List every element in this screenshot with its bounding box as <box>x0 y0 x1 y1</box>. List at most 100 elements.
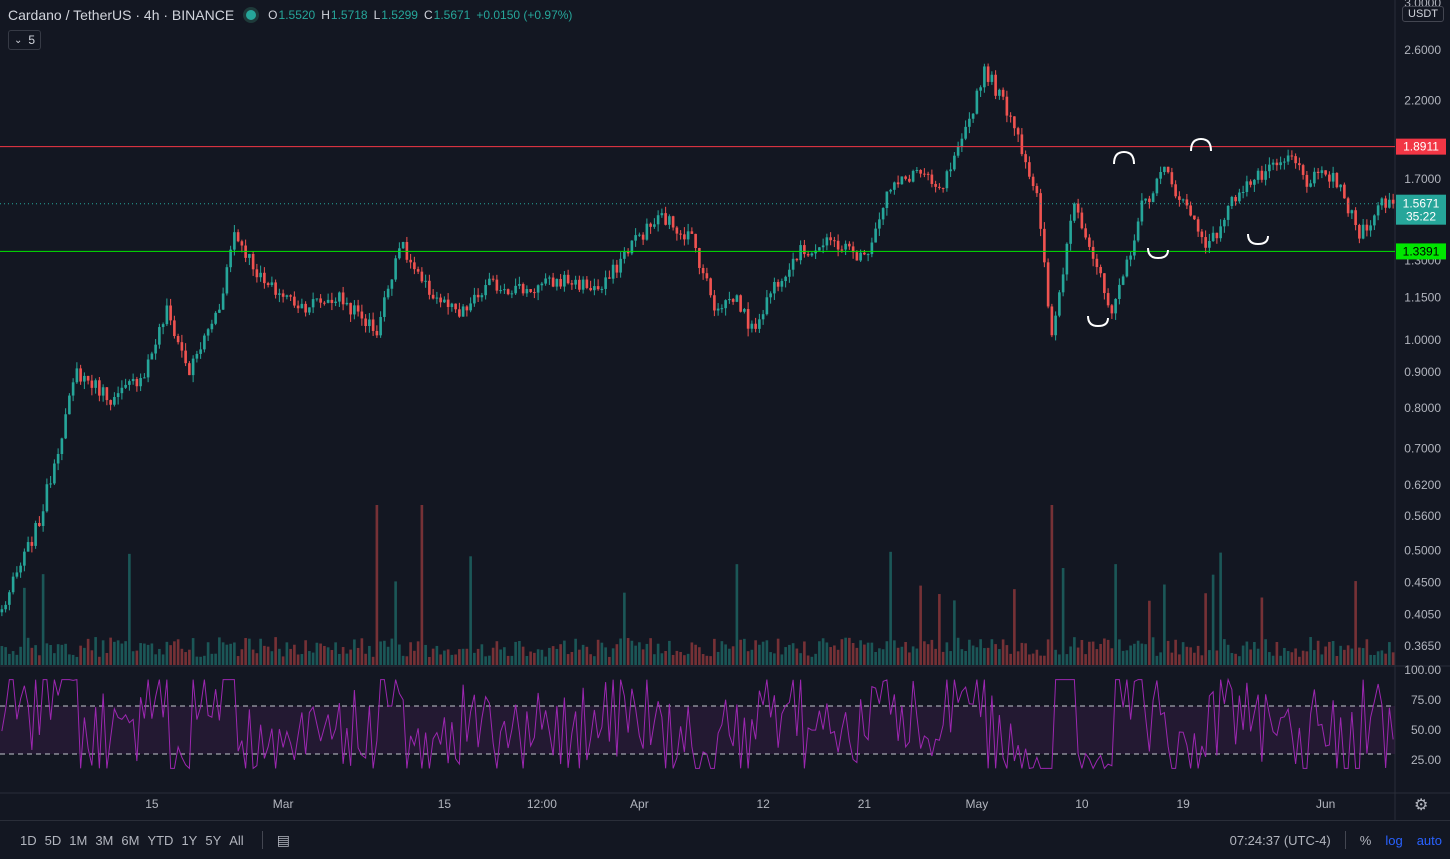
market-status-icon[interactable] <box>246 10 257 20</box>
symbol-title[interactable]: Cardano / TetherUS · 4h · BINANCE <box>8 7 235 23</box>
candle <box>113 392 116 407</box>
candle <box>1208 233 1211 254</box>
volume-bar <box>758 644 761 665</box>
percent-toggle[interactable]: % <box>1359 832 1372 848</box>
volume-bar <box>578 649 581 665</box>
candle <box>525 285 529 297</box>
candle <box>210 319 214 333</box>
price-tick-label: 2.2000 <box>1404 94 1441 108</box>
volume-bar <box>1016 651 1020 665</box>
volume-bar <box>446 649 450 665</box>
candle <box>1286 149 1290 165</box>
time-tick-label: 15 <box>145 797 159 811</box>
volume-bar <box>1249 649 1252 665</box>
auto-toggle[interactable]: auto <box>1416 832 1442 848</box>
volume-bar <box>821 638 825 665</box>
gear-icon[interactable]: ⚙ <box>1414 797 1429 814</box>
volume-bar <box>589 654 592 665</box>
volume-bar <box>49 644 52 665</box>
currency-badge[interactable]: USDT <box>1402 6 1444 22</box>
clock[interactable]: 07:24:37 (UTC-4) <box>1229 832 1331 848</box>
candle <box>150 351 154 360</box>
candle <box>86 375 90 385</box>
candle <box>956 141 960 158</box>
calendar-icon[interactable]: ▤ <box>276 831 290 848</box>
volume-bar <box>458 649 461 665</box>
candle <box>855 250 859 261</box>
price-axis: 2.60002.20001.70001.30001.15001.00000.90… <box>1404 0 1441 653</box>
candle <box>308 307 311 316</box>
time-tick-label: Mar <box>273 797 294 811</box>
volume-bar <box>656 643 660 665</box>
candle <box>874 222 877 243</box>
candle <box>784 275 787 288</box>
candle <box>986 63 990 86</box>
candle <box>383 291 386 322</box>
volume-bar <box>1226 644 1230 665</box>
range-5d[interactable]: 5D <box>44 832 62 848</box>
range-1y[interactable]: 1Y <box>181 832 198 848</box>
candle <box>533 288 536 299</box>
range-5y[interactable]: 5Y <box>205 832 222 848</box>
candle <box>98 376 101 402</box>
volume-bar <box>1268 652 1271 665</box>
volume-bar <box>1328 641 1331 665</box>
volume-bar <box>251 649 255 665</box>
candle <box>926 171 930 181</box>
candle <box>180 334 184 358</box>
range-6m[interactable]: 6M <box>121 832 140 848</box>
volume-bar <box>1155 655 1159 665</box>
volume-bar <box>1028 654 1031 665</box>
candle <box>949 162 952 177</box>
volume-bar <box>266 646 270 665</box>
range-1m[interactable]: 1M <box>69 832 88 848</box>
range-1d[interactable]: 1D <box>20 832 37 848</box>
candle <box>844 240 847 256</box>
volume-bar <box>428 656 431 665</box>
volume-bar <box>221 642 225 665</box>
support-price-tag <box>1396 243 1446 260</box>
volume-bar <box>1264 639 1267 665</box>
candle <box>866 253 870 262</box>
candle <box>765 289 769 316</box>
range-all[interactable]: All <box>229 832 244 848</box>
candle <box>188 361 191 376</box>
volume-bar <box>98 656 101 665</box>
volume-bar <box>619 638 622 665</box>
volume-bar <box>596 639 600 665</box>
candle <box>1350 209 1354 220</box>
candle <box>345 297 349 306</box>
candle <box>1174 180 1177 199</box>
volume-bar <box>574 638 577 665</box>
time-tick-label: 19 <box>1176 797 1190 811</box>
volume-bar <box>236 656 240 665</box>
log-toggle[interactable]: log <box>1385 832 1403 848</box>
volume-bar <box>405 656 409 665</box>
indicators-toggle[interactable]: ⌄ 5 <box>8 30 42 50</box>
volume-bar <box>26 637 30 665</box>
volume-bar <box>570 652 574 665</box>
volume-bar <box>566 654 570 665</box>
candle <box>338 291 341 307</box>
candle <box>1065 242 1069 281</box>
price-tick-label: 0.4500 <box>1404 575 1441 589</box>
candle <box>941 187 945 193</box>
candle <box>19 562 22 578</box>
candle <box>1320 166 1324 179</box>
volume-bar <box>1215 650 1219 665</box>
volume-bar <box>161 654 165 665</box>
volume-bar <box>915 648 919 665</box>
volume-bar <box>8 653 11 665</box>
range-3m[interactable]: 3M <box>95 832 114 848</box>
price-chart[interactable]: 2.60002.20001.70001.30001.15001.00000.90… <box>0 0 1450 820</box>
candle <box>1118 278 1121 305</box>
volume-bar <box>1271 655 1275 665</box>
range-ytd[interactable]: YTD <box>147 832 174 848</box>
range-selector: 1D 5D 1M 3M 6M YTD 1Y 5Y All <box>16 833 248 848</box>
volume-bar <box>30 647 34 665</box>
volume-bar <box>443 650 446 665</box>
volume-bar <box>1151 637 1155 665</box>
candle <box>146 354 150 383</box>
volume-bar <box>533 652 536 665</box>
volume-bar <box>769 652 772 665</box>
